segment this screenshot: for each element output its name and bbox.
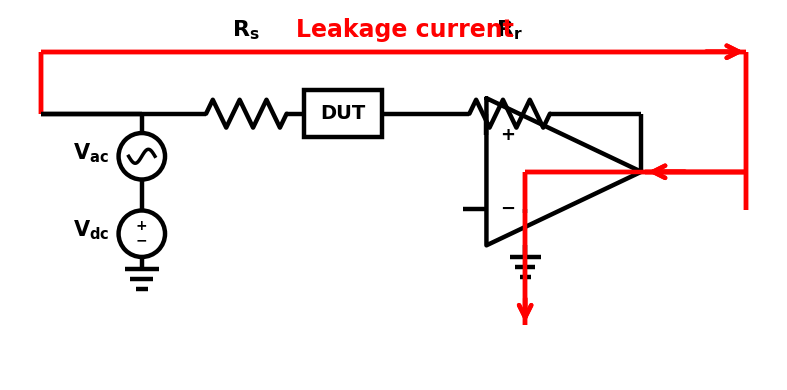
Text: Leakage current: Leakage current: [296, 18, 514, 43]
Text: $\mathbf{R_r}$: $\mathbf{R_r}$: [497, 19, 523, 43]
Text: +: +: [136, 219, 148, 233]
Text: $\mathbf{R_s}$: $\mathbf{R_s}$: [232, 19, 260, 43]
Text: −: −: [500, 200, 515, 218]
Text: $\mathbf{V_{ac}}$: $\mathbf{V_{ac}}$: [73, 142, 109, 165]
Bar: [305, 90, 382, 137]
Text: $\mathbf{V_{dc}}$: $\mathbf{V_{dc}}$: [72, 219, 109, 243]
Text: DUT: DUT: [320, 104, 366, 123]
Text: +: +: [500, 126, 515, 144]
Text: −: −: [136, 233, 148, 247]
